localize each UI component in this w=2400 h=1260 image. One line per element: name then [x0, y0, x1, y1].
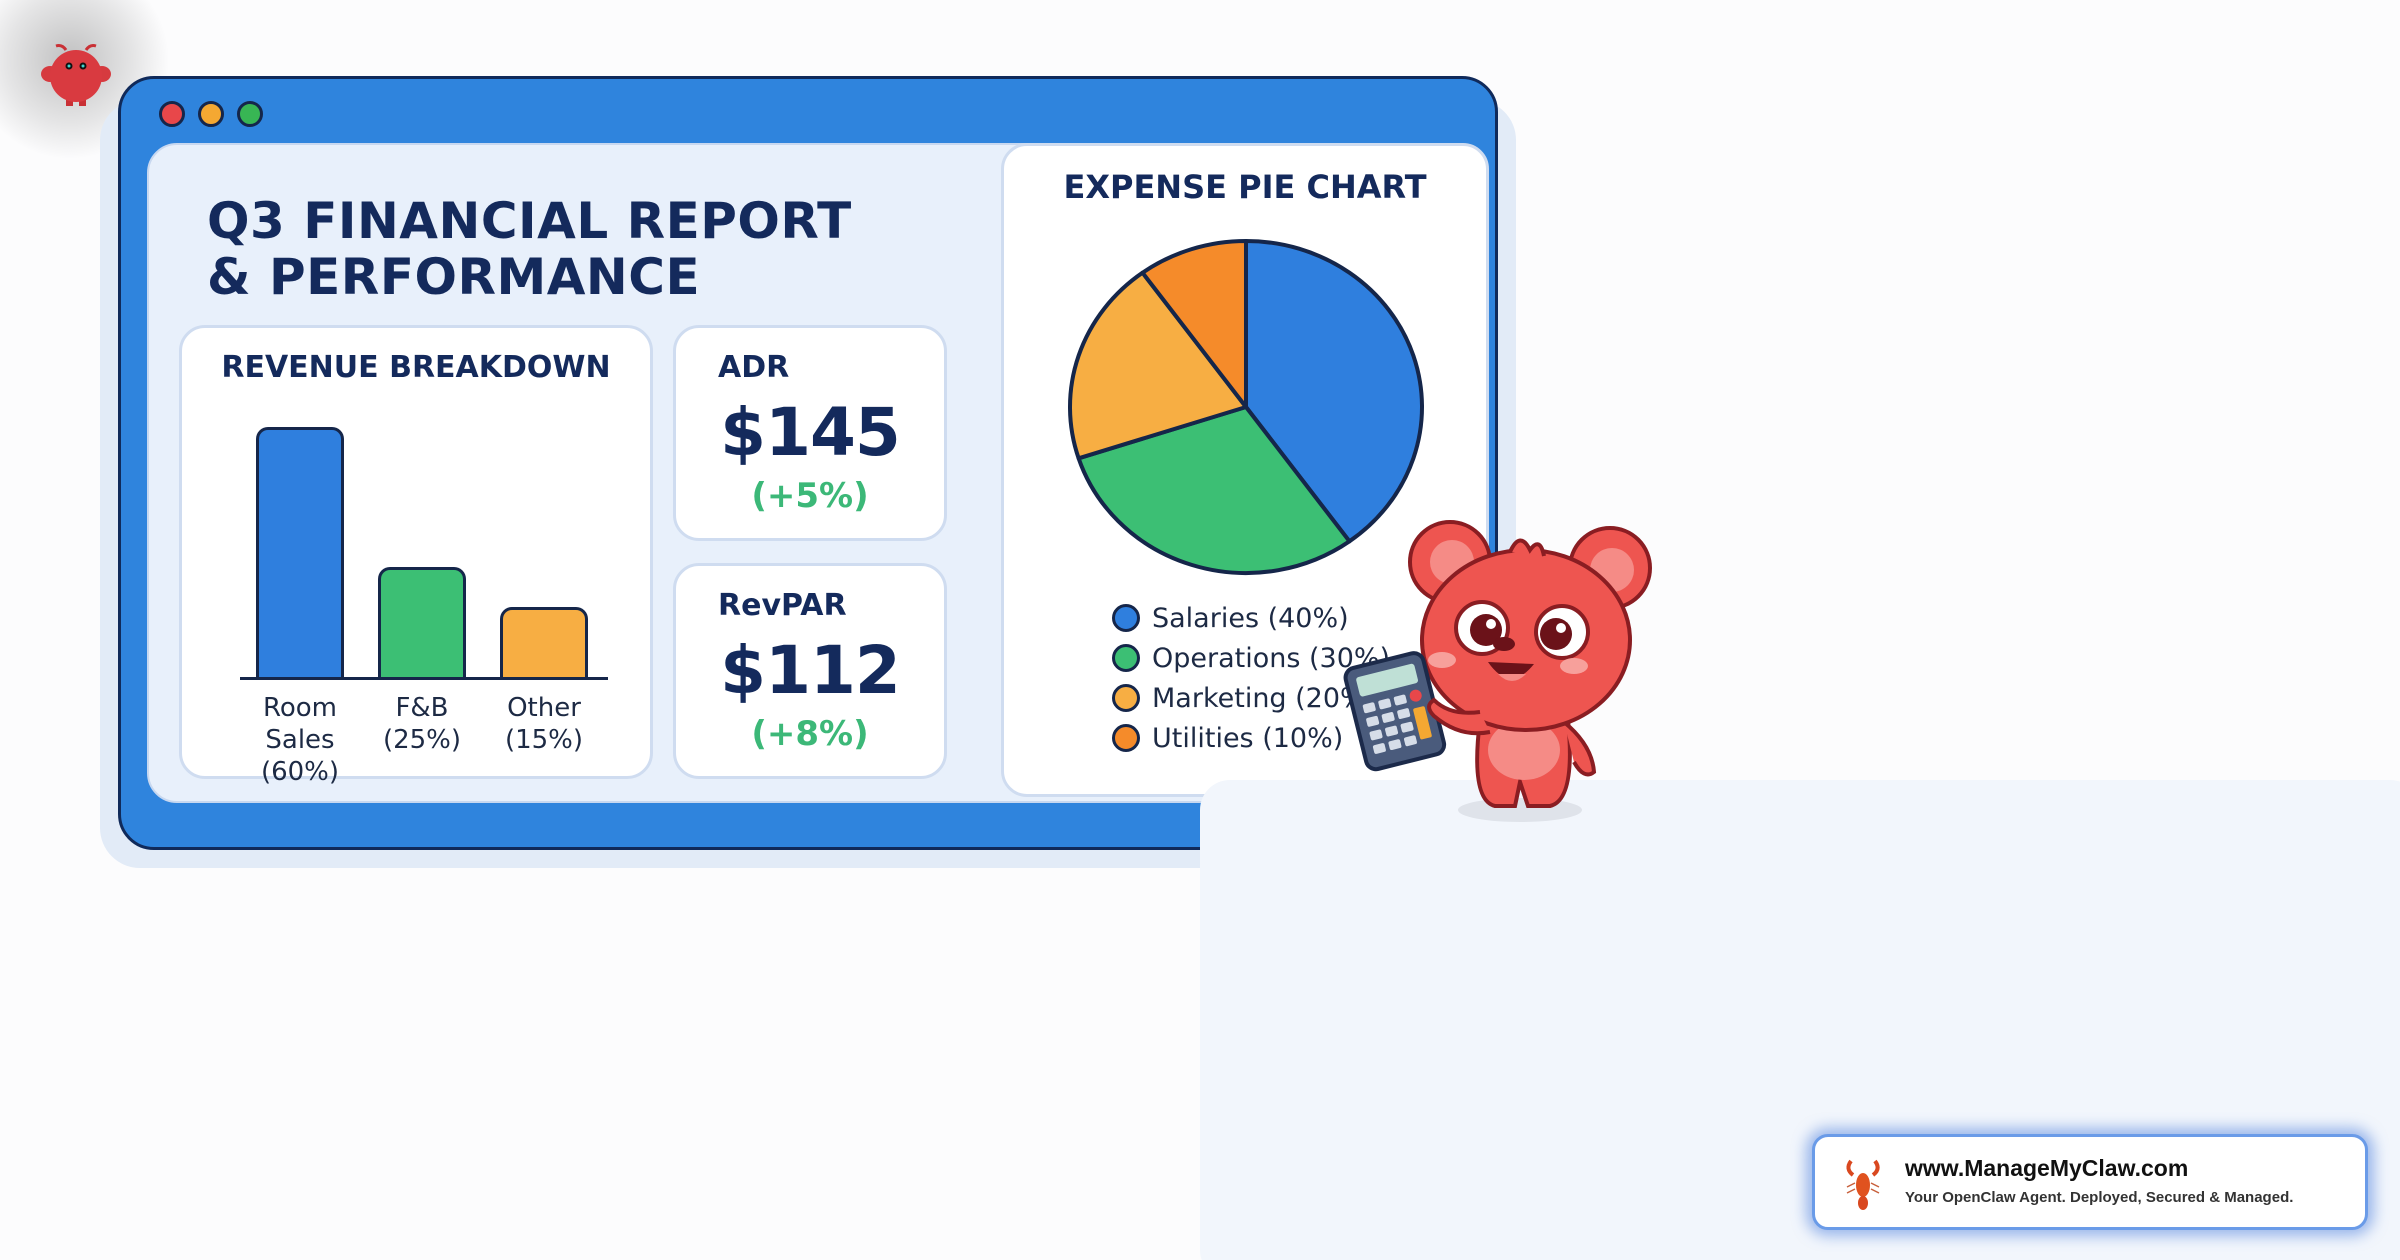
title-line-2: & PERFORMANCE	[207, 248, 701, 306]
kpi-label: ADR	[718, 350, 790, 385]
pie-slice	[1068, 270, 1248, 461]
legend-swatch	[1112, 724, 1140, 752]
minimize-button[interactable]	[198, 101, 224, 127]
kpi-card-revpar: RevPAR $112 (+8%)	[673, 563, 947, 779]
bar-percent: (25%)	[382, 725, 462, 755]
kpi-label: RevPAR	[718, 588, 847, 623]
dashboard-content: Q3 FINANCIAL REPORT & PERFORMANCE REVENU…	[147, 143, 1489, 803]
pie-card-title: EXPENSE PIE CHART	[1063, 168, 1427, 206]
window-controls	[159, 101, 263, 127]
legend-item-salaries: Salaries (40%)	[1112, 598, 1390, 638]
maximize-button[interactable]	[237, 101, 263, 127]
kpi-change: (+8%)	[751, 714, 869, 754]
bar-category: Room Sales	[262, 693, 338, 755]
bar-label-fnb: F&B (25%)	[352, 692, 492, 756]
close-button[interactable]	[159, 101, 185, 127]
bar-category: F&B	[395, 693, 449, 723]
bar-percent: (15%)	[504, 725, 584, 755]
kpi-change: (+5%)	[751, 476, 869, 516]
watermark-url[interactable]: www.ManageMyClaw.com	[1905, 1155, 2189, 1181]
page-title: Q3 FINANCIAL REPORT & PERFORMANCE	[207, 193, 852, 305]
legend-swatch	[1112, 644, 1140, 672]
bar-category: Other	[507, 693, 581, 723]
title-line-1: Q3 FINANCIAL REPORT	[207, 192, 852, 250]
legend-label: Marketing (20%)	[1152, 682, 1377, 714]
kpi-value: $145	[720, 394, 901, 471]
watermark-badge[interactable]: www.ManageMyClaw.com Your OpenClaw Agent…	[1812, 1134, 2368, 1230]
bar-label-other: Other (15%)	[474, 692, 614, 756]
expense-pie-chart	[1068, 239, 1424, 575]
revenue-breakdown-card: REVENUE BREAKDOWN Room Sales (60%) F&B (…	[179, 325, 653, 787]
bear-mascot-icon	[1343, 520, 1652, 822]
revenue-bar-chart	[240, 424, 608, 680]
lobster-icon	[1846, 1159, 1880, 1210]
bar-other	[500, 607, 588, 677]
pie-slice	[1076, 405, 1352, 575]
pie-slice	[1244, 239, 1424, 544]
revenue-card-title: REVENUE BREAKDOWN	[221, 350, 611, 385]
legend-swatch	[1112, 604, 1140, 632]
x-axis	[240, 677, 608, 680]
robot-avatar-icon[interactable]	[36, 36, 116, 116]
kpi-card-adr: ADR $145 (+5%)	[673, 325, 947, 541]
bar-percent: (60%)	[260, 757, 340, 787]
kpi-value: $112	[720, 632, 901, 709]
app-window: Q3 FINANCIAL REPORT & PERFORMANCE REVENU…	[118, 76, 1498, 850]
legend-item-utilities: Utilities (10%)	[1112, 718, 1390, 758]
bar-label-room-sales: Room Sales (60%)	[230, 692, 370, 788]
legend-label: Utilities (10%)	[1152, 722, 1344, 754]
pie-slice	[1140, 239, 1248, 409]
bar-fnb	[378, 567, 466, 677]
watermark-tagline: Your OpenClaw Agent. Deployed, Secured &…	[1905, 1189, 2294, 1206]
legend-swatch	[1112, 684, 1140, 712]
bar-room-sales	[256, 427, 344, 677]
legend-item-marketing: Marketing (20%)	[1112, 678, 1390, 718]
legend-label: Salaries (40%)	[1152, 602, 1349, 634]
